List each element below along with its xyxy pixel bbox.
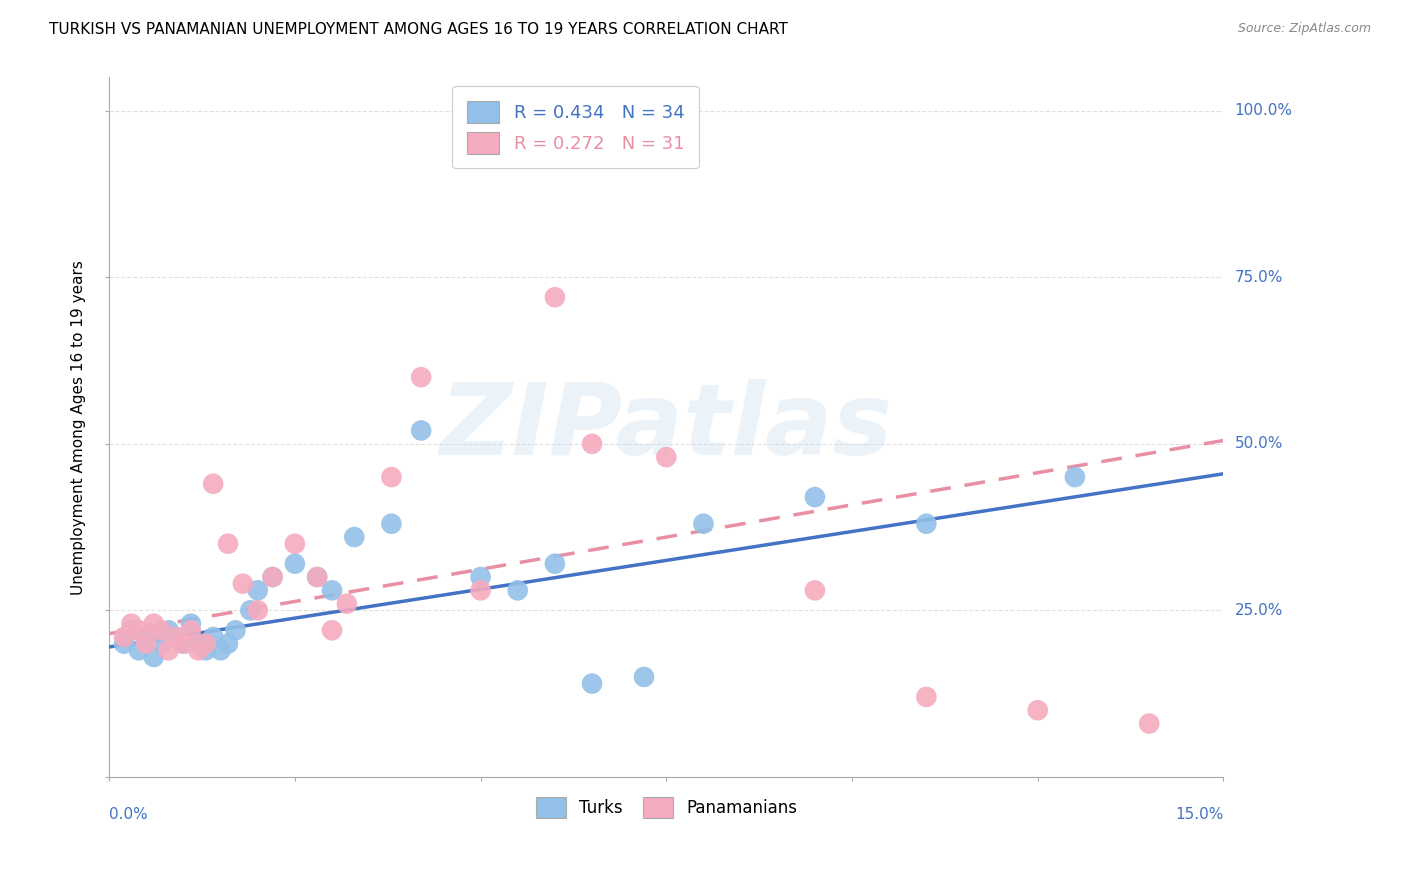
Point xyxy=(180,616,202,631)
Point xyxy=(120,624,142,638)
Text: Source: ZipAtlas.com: Source: ZipAtlas.com xyxy=(1237,22,1371,36)
Point xyxy=(217,637,239,651)
Text: ZIPatlas: ZIPatlas xyxy=(440,378,893,475)
Point xyxy=(209,643,232,657)
Point xyxy=(194,637,217,651)
Point xyxy=(187,637,209,651)
Point xyxy=(112,637,135,651)
Point xyxy=(506,583,529,598)
Point xyxy=(336,597,359,611)
Point xyxy=(544,557,567,571)
Point xyxy=(135,630,157,644)
Point xyxy=(321,624,343,638)
Point xyxy=(544,290,567,304)
Point xyxy=(128,643,150,657)
Point xyxy=(165,630,187,644)
Point xyxy=(187,643,209,657)
Point xyxy=(411,370,433,384)
Point xyxy=(915,516,938,531)
Point xyxy=(135,637,157,651)
Point xyxy=(1026,703,1049,717)
Text: 0.0%: 0.0% xyxy=(110,807,148,822)
Point xyxy=(284,557,307,571)
Y-axis label: Unemployment Among Ages 16 to 19 years: Unemployment Among Ages 16 to 19 years xyxy=(72,260,86,595)
Point xyxy=(246,603,269,617)
Point xyxy=(142,650,165,665)
Legend: Turks, Panamanians: Turks, Panamanians xyxy=(529,791,804,824)
Point xyxy=(307,570,329,584)
Point xyxy=(804,490,827,504)
Point xyxy=(1064,470,1087,484)
Text: 25.0%: 25.0% xyxy=(1234,603,1282,618)
Point xyxy=(150,624,173,638)
Point xyxy=(692,516,714,531)
Point xyxy=(581,437,603,451)
Point xyxy=(202,630,225,644)
Point xyxy=(284,537,307,551)
Point xyxy=(470,583,492,598)
Point xyxy=(172,637,194,651)
Point xyxy=(321,583,343,598)
Point xyxy=(343,530,366,544)
Point xyxy=(804,583,827,598)
Point xyxy=(165,630,187,644)
Point xyxy=(307,570,329,584)
Point xyxy=(411,424,433,438)
Point xyxy=(470,570,492,584)
Text: 15.0%: 15.0% xyxy=(1175,807,1223,822)
Point xyxy=(633,670,655,684)
Point xyxy=(194,643,217,657)
Point xyxy=(112,630,135,644)
Point xyxy=(262,570,284,584)
Point xyxy=(262,570,284,584)
Point xyxy=(157,624,180,638)
Point xyxy=(380,470,402,484)
Point xyxy=(246,583,269,598)
Text: 50.0%: 50.0% xyxy=(1234,436,1282,451)
Point xyxy=(157,643,180,657)
Point xyxy=(380,516,402,531)
Point xyxy=(239,603,262,617)
Point xyxy=(142,616,165,631)
Point xyxy=(232,576,254,591)
Point xyxy=(1137,716,1160,731)
Point xyxy=(128,624,150,638)
Point xyxy=(172,637,194,651)
Point xyxy=(581,676,603,690)
Text: TURKISH VS PANAMANIAN UNEMPLOYMENT AMONG AGES 16 TO 19 YEARS CORRELATION CHART: TURKISH VS PANAMANIAN UNEMPLOYMENT AMONG… xyxy=(49,22,789,37)
Text: 75.0%: 75.0% xyxy=(1234,269,1282,285)
Point xyxy=(224,624,246,638)
Point xyxy=(915,690,938,704)
Point xyxy=(202,476,225,491)
Point xyxy=(150,637,173,651)
Text: 100.0%: 100.0% xyxy=(1234,103,1292,119)
Point xyxy=(120,616,142,631)
Point xyxy=(217,537,239,551)
Point xyxy=(655,450,678,464)
Point xyxy=(180,624,202,638)
